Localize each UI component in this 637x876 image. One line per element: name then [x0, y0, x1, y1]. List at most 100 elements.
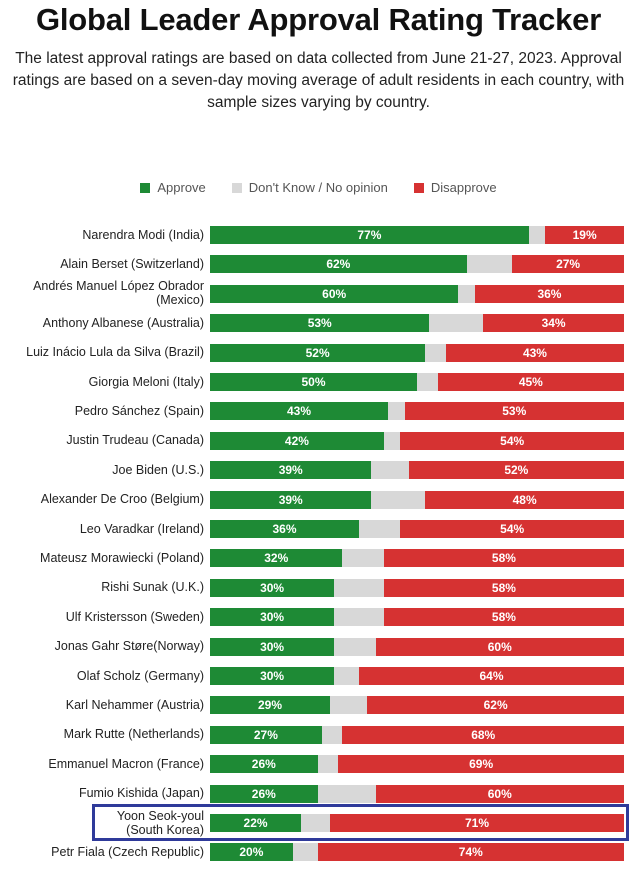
data-label-disapprove: 71%	[465, 816, 490, 830]
bar-segment-dont-know	[334, 608, 384, 627]
data-label-disapprove: 19%	[572, 228, 597, 242]
bar-segment-dont-know	[371, 490, 426, 509]
row-label: Luiz Inácio Lula da Silva (Brazil)	[26, 345, 204, 360]
data-label-disapprove: 52%	[504, 463, 529, 478]
legend-swatch-dont-know	[231, 182, 242, 193]
stacked-bar: 26% 60%	[210, 784, 624, 803]
bar-segment-dont-know	[321, 725, 343, 744]
bar-segment-disapprove: 58%	[383, 578, 624, 597]
bar-segment-disapprove: 19%	[545, 226, 624, 244]
data-label-approve: 50%	[301, 375, 326, 389]
data-label-disapprove: 60%	[487, 786, 512, 801]
bar-segment-approve: 50%	[210, 373, 417, 391]
bar-segment-dont-know	[334, 667, 360, 685]
chart-row: Petr Fiala (Czech Republic) 20% 74%	[0, 837, 637, 866]
chart-row: Luiz Inácio Lula da Silva (Brazil) 52% 43%	[0, 338, 637, 367]
data-label-approve: 77%	[357, 228, 382, 242]
data-label-disapprove: 62%	[483, 698, 508, 713]
data-label-disapprove: 58%	[491, 580, 516, 595]
bar-segment-dont-know	[292, 843, 318, 862]
bar-segment-dont-know	[458, 284, 475, 303]
row-label: Ulf Kristersson (Sweden)	[65, 609, 204, 624]
bar-segment-approve: 60%	[210, 284, 459, 303]
row-label: Yoon Seok-youl (South Korea)	[116, 808, 204, 837]
chart-row: Alain Berset (Switzerland) 62% 27%	[0, 249, 637, 278]
data-label-disapprove: 58%	[491, 610, 516, 625]
data-label-approve: 30%	[260, 639, 285, 654]
bar-segment-dont-know	[528, 226, 546, 244]
chart-row: Anthony Albanese (Australia) 53% 34%	[0, 308, 637, 337]
bar-segment-disapprove: 58%	[383, 549, 624, 568]
chart-row: Giorgia Meloni (Italy) 50% 45%	[0, 367, 637, 396]
data-label-approve: 39%	[278, 492, 303, 507]
stacked-bar: 20% 74%	[210, 843, 624, 862]
bar-segment-approve: 43%	[210, 402, 389, 421]
bar-segment-dont-know	[330, 696, 368, 715]
bar-segment-dont-know	[466, 255, 513, 274]
data-label-approve: 27%	[253, 727, 278, 742]
row-label: Giorgia Meloni (Italy)	[88, 374, 204, 389]
bar-segment-approve: 30%	[210, 578, 335, 597]
stacked-bar: 77% 19%	[210, 226, 624, 244]
row-label: Anthony Albanese (Australia)	[42, 315, 204, 330]
bar-segment-approve: 32%	[210, 549, 343, 568]
row-label: Joe Biden (U.S.)	[112, 462, 204, 477]
data-label-disapprove: 58%	[491, 551, 516, 566]
data-label-approve: 52%	[305, 345, 330, 360]
chart-title: Global Leader Approval Rating Tracker	[35, 2, 602, 37]
stacked-bar: 22% 71%	[210, 814, 624, 832]
data-label-approve: 29%	[258, 698, 283, 713]
data-label-disapprove: 54%	[500, 433, 525, 448]
legend-dont-know: Don't Know / No opinion	[231, 180, 388, 195]
chart-row: Mateusz Morawiecki (Poland) 32% 58%	[0, 543, 637, 572]
legend-approve: Approve	[140, 180, 206, 195]
stacked-bar: 36% 54%	[210, 520, 624, 538]
chart-row: Olaf Scholz (Germany) 30% 64%	[0, 661, 637, 690]
data-label-approve: 62%	[326, 257, 351, 272]
bar-segment-disapprove: 45%	[437, 373, 624, 391]
data-label-approve: 53%	[307, 316, 332, 331]
stacked-bar: 39% 52%	[210, 461, 624, 480]
bar-segment-approve: 42%	[210, 431, 384, 450]
chart-row: Karl Nehammer (Austria) 29% 62%	[0, 690, 637, 719]
row-label: Fumio Kishida (Japan)	[78, 786, 204, 801]
chart-row: Justin Trudeau (Canada) 42% 54%	[0, 426, 637, 455]
chart-row: Narendra Modi (India) 77% 19%	[0, 220, 637, 249]
bar-segment-disapprove: 54%	[400, 520, 624, 538]
legend-disapprove: Disapprove	[413, 180, 497, 195]
chart-row: Leo Varadkar (Ireland) 36% 54%	[0, 514, 637, 543]
chart-row: Emmanuel Macron (France) 26% 69%	[0, 749, 637, 778]
bar-segment-approve: 30%	[210, 667, 335, 685]
stacked-bar: 30% 58%	[210, 608, 624, 627]
legend-label-approve: Approve	[157, 180, 206, 195]
bar-segment-disapprove: 64%	[359, 667, 624, 685]
stacked-bar: 53% 34%	[210, 314, 624, 333]
data-label-approve: 22%	[243, 816, 268, 830]
bar-segment-dont-know	[334, 578, 384, 597]
data-label-approve: 42%	[284, 433, 309, 448]
bar-segment-disapprove: 54%	[400, 431, 624, 450]
bar-segment-disapprove: 43%	[445, 343, 624, 362]
bar-segment-disapprove: 58%	[383, 608, 624, 627]
chart-row: Pedro Sánchez (Spain) 43% 53%	[0, 396, 637, 425]
bar-segment-disapprove: 60%	[375, 784, 624, 803]
bar-segment-approve: 77%	[210, 226, 529, 244]
row-label: Karl Nehammer (Austria)	[65, 698, 204, 713]
bar-segment-dont-know	[388, 402, 405, 421]
data-label-approve: 32%	[264, 551, 289, 566]
bar-segment-disapprove: 34%	[483, 314, 624, 333]
bar-segment-approve: 29%	[210, 696, 331, 715]
row-label: Alain Berset (Switzerland)	[60, 257, 204, 272]
data-label-disapprove: 69%	[469, 757, 494, 772]
legend-swatch-approve	[140, 182, 151, 193]
chart-row: Rishi Sunak (U.K.) 30% 58%	[0, 573, 637, 602]
bar-segment-dont-know	[342, 549, 384, 568]
legend-label-disapprove: Disapprove	[430, 180, 497, 195]
data-label-approve: 30%	[260, 580, 285, 595]
row-label: Rishi Sunak (U.K.)	[101, 580, 204, 595]
bar-segment-approve: 52%	[210, 343, 426, 362]
stacked-bar: 39% 48%	[210, 490, 624, 509]
stacked-bar: 52% 43%	[210, 343, 624, 362]
data-label-disapprove: 60%	[487, 639, 512, 654]
stacked-bar: 30% 58%	[210, 578, 624, 597]
